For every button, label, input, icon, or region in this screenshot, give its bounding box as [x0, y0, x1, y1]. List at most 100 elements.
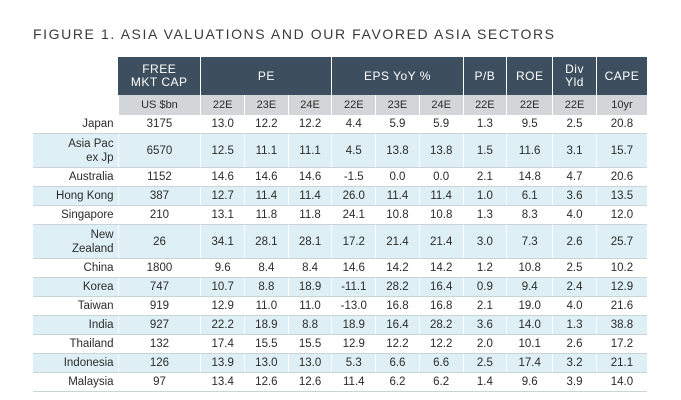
table-cell: 2.5 [552, 258, 597, 278]
table-cell: 5.9 [418, 115, 464, 134]
subheader-cell: 22E [200, 95, 245, 115]
table-cell: 11.0 [244, 296, 289, 316]
table-cell: 11.1 [244, 133, 289, 168]
table-cell: 17.4 [200, 334, 245, 354]
table-cell: 10.8 [418, 205, 464, 225]
table-cell: 4.5 [331, 133, 376, 168]
table-cell: 25.7 [595, 224, 647, 259]
table-cell: 21.4 [375, 224, 420, 259]
table-cell: 34.1 [200, 224, 245, 259]
table-cell: 12.2 [418, 334, 464, 354]
table-cell: 14.0 [595, 372, 647, 392]
table-cell: 6.1 [506, 186, 553, 206]
table-cell: 9.6 [200, 258, 245, 278]
table-cell: -11.1 [331, 277, 376, 297]
table-cell: 12.6 [244, 372, 289, 392]
subheader-cell: 23E [244, 95, 289, 115]
table-row: Asia Pac ex Jp 6570 12.5 11.1 11.1 4.5 13.8 13.… [33, 133, 647, 168]
table-cell: 22.2 [200, 315, 245, 335]
table-cell: 0.9 [462, 277, 507, 297]
table-cell: 21.4 [418, 224, 464, 259]
subheader-cell: 10yr [595, 95, 647, 115]
table-cell: 14.6 [287, 167, 332, 187]
table-row: Singapore 210 13.1 11.8 11.8 24.1 10.8 10.8 1.3 8… [33, 205, 647, 225]
figure-title: FIGURE 1. ASIA VALUATIONS AND OUR FAVORE… [33, 26, 556, 42]
table-cell: 1152 [117, 167, 201, 187]
table-cell: 4.0 [552, 296, 597, 316]
table-cell: 387 [117, 186, 201, 206]
header-corner [33, 57, 119, 95]
table-cell: 1.5 [462, 133, 507, 168]
table-cell: 19.0 [506, 296, 553, 316]
table-cell: 20.8 [595, 115, 647, 134]
subheader-cell: 22E [552, 95, 597, 115]
table-cell: 3.1 [552, 133, 597, 168]
table-cell: 16.8 [375, 296, 420, 316]
table-cell: 38.8 [595, 315, 647, 335]
table-cell: 28.1 [287, 224, 332, 259]
table-row: Hong Kong 387 12.7 11.4 11.4 26.0 11.4 11.4 1.0 6… [33, 186, 647, 206]
table-cell: 21.1 [595, 353, 647, 373]
table-cell: 17.2 [331, 224, 376, 259]
table-cell: 2.5 [462, 353, 507, 373]
table-cell: 8.4 [244, 258, 289, 278]
table-row: Australia 1152 14.6 14.6 14.6 -1.5 0.0 0.0 2.1 14… [33, 167, 647, 187]
table-cell: 4.0 [552, 205, 597, 225]
table-cell: 6.6 [418, 353, 464, 373]
table-cell: 8.8 [244, 277, 289, 297]
subheader-cell: 24E [418, 95, 464, 115]
table-cell: 18.9 [331, 315, 376, 335]
row-label: India [33, 315, 119, 335]
table-cell: 13.4 [200, 372, 245, 392]
row-label: Taiwan [33, 296, 119, 316]
table-cell: 9.5 [506, 115, 553, 134]
table-cell: 10.7 [200, 277, 245, 297]
table-body: Japan 3175 13.0 12.2 12.2 4.4 5.9 5.9 1.3 9.5 2.5 2… [33, 115, 647, 392]
table-cell: 9.6 [506, 372, 553, 392]
table-cell: 13.0 [287, 353, 332, 373]
table-cell: 12.0 [595, 205, 647, 225]
table-cell: 1.2 [462, 258, 507, 278]
table-cell: 11.4 [331, 372, 376, 392]
table-cell: 12.9 [595, 277, 647, 297]
table-cell: 14.8 [506, 167, 553, 187]
table-cell: 0.0 [375, 167, 420, 187]
header-eps-yoy: EPS YoY % [331, 57, 464, 95]
header-pb: P/B [462, 57, 507, 95]
table-cell: 2.1 [462, 296, 507, 316]
table-cell: 2.1 [462, 167, 507, 187]
table-cell: 20.6 [595, 167, 647, 187]
table-cell: 26 [117, 224, 201, 259]
table-cell: 18.9 [244, 315, 289, 335]
table-row: Thailand 132 17.4 15.5 15.5 12.9 12.2 12.2 2.0 10… [33, 334, 647, 354]
table-cell: 10.8 [506, 258, 553, 278]
table-cell: 1.3 [462, 115, 507, 134]
table-cell: 15.5 [244, 334, 289, 354]
table-row: China 1800 9.6 8.4 8.4 14.6 14.2 14.2 1.2 10.8 2.5… [33, 258, 647, 278]
table-cell: 15.7 [595, 133, 647, 168]
row-label: Korea [33, 277, 119, 297]
subheader-cell: 23E [375, 95, 420, 115]
table-cell: 8.8 [287, 315, 332, 335]
row-label: New Zealand [33, 224, 119, 259]
table-cell: 13.8 [418, 133, 464, 168]
table-cell: 919 [117, 296, 201, 316]
row-label: Hong Kong [33, 186, 119, 206]
table-cell: 21.6 [595, 296, 647, 316]
table-cell: 97 [117, 372, 201, 392]
table-cell: 12.2 [287, 115, 332, 134]
table-cell: 11.4 [287, 186, 332, 206]
table-cell: 6.2 [418, 372, 464, 392]
table-cell: 14.2 [375, 258, 420, 278]
table-cell: 11.8 [287, 205, 332, 225]
table-cell: 3.2 [552, 353, 597, 373]
table-row: New Zealand 26 34.1 28.1 28.1 17.2 21.4 21.4 3.0… [33, 224, 647, 259]
row-label: Japan [33, 115, 119, 134]
table-cell: 11.1 [287, 133, 332, 168]
row-label: Indonesia [33, 353, 119, 373]
table-cell: 14.2 [418, 258, 464, 278]
table-cell: 1.0 [462, 186, 507, 206]
table-cell: 28.2 [375, 277, 420, 297]
table-cell: 747 [117, 277, 201, 297]
table-cell: 3175 [117, 115, 201, 134]
